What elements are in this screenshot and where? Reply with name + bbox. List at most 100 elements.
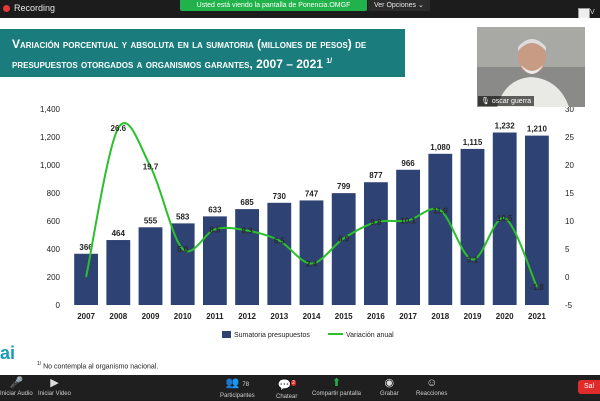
y-left-tick-label: 800 xyxy=(47,189,61,198)
x-tick-label: 2021 xyxy=(528,312,546,321)
x-tick-label: 2016 xyxy=(367,312,385,321)
line-value-label: 5.0 xyxy=(177,245,189,254)
x-tick-label: 2014 xyxy=(303,312,321,321)
chevron-down-icon: ⌄ xyxy=(417,2,424,9)
slide-title-line1: Variación porcentual y absoluta en la su… xyxy=(12,37,367,51)
participants-count: 78 xyxy=(242,382,250,388)
record-button[interactable]: ◉ Grabar xyxy=(380,376,399,398)
logo: ai xyxy=(0,343,16,363)
participants-label: Participantes xyxy=(220,393,255,399)
y-left-tick-label: 0 xyxy=(56,301,61,310)
start-video-label: Iniciar Video xyxy=(38,391,71,397)
y-right-tick-label: 0 xyxy=(565,273,570,282)
line-value-label: 8.3 xyxy=(242,227,254,236)
bar-value-label: 747 xyxy=(305,189,319,198)
bar xyxy=(428,153,453,305)
y-left-tick-label: 1,400 xyxy=(40,105,61,114)
smiley-icon: ☺ xyxy=(426,377,438,389)
y-right-tick-label: 30 xyxy=(565,105,574,114)
chat-label: Chatear xyxy=(276,393,298,400)
bar-value-label: 583 xyxy=(176,212,190,221)
bar-value-label: 1,210 xyxy=(527,125,548,134)
participant-name-tag: 🎙 oscar guerra xyxy=(478,96,535,106)
x-tick-label: 2009 xyxy=(142,312,160,321)
line-value-label: 6.5 xyxy=(274,237,286,246)
y-left-tick-label: 400 xyxy=(47,245,61,254)
bar-value-label: 966 xyxy=(401,159,415,168)
y-left-tick-label: 1,000 xyxy=(40,161,61,170)
bar-value-label: 555 xyxy=(144,216,158,225)
meeting-toolbar: 🎤 Iniciar Audio ▶ Iniciar Video 👥 78 Par… xyxy=(0,375,600,400)
bar-value-label: 366 xyxy=(79,243,93,252)
line-value-label: -1.8 xyxy=(530,283,544,292)
line-value-label: 2.4 xyxy=(306,260,318,269)
bar xyxy=(524,135,549,305)
slide-title: Variación porcentual y absoluta en la su… xyxy=(12,35,402,73)
slide-title-line2: presupuestos otorgados a organismos gara… xyxy=(12,57,323,71)
series-line-variacion-anual xyxy=(85,122,538,288)
bar-value-label: 464 xyxy=(112,229,126,238)
line-value-label: 8.5 xyxy=(209,225,221,234)
footnote-sup: 1/ xyxy=(37,361,42,367)
recording-label: Recording xyxy=(14,3,56,13)
bar xyxy=(299,200,324,305)
participant-video[interactable]: 🎙 oscar guerra xyxy=(477,27,585,107)
participants-button[interactable]: 👥 78 Participantes xyxy=(220,376,255,400)
x-tick-label: 2013 xyxy=(270,312,288,321)
x-tick-label: 2015 xyxy=(335,312,353,321)
line-value-label: 10.5 xyxy=(497,214,513,223)
bar-value-label: 685 xyxy=(240,198,254,207)
bar-value-label: 799 xyxy=(337,182,351,191)
y-left-tick-label: 1,200 xyxy=(40,133,61,142)
reactions-label: Reacciones xyxy=(416,391,448,397)
bar xyxy=(396,169,421,305)
bar xyxy=(106,240,131,305)
participant-name: oscar guerra xyxy=(491,97,532,105)
x-tick-label: 2010 xyxy=(174,312,192,321)
line-value-label: 11.9 xyxy=(433,206,449,215)
x-tick-label: 2007 xyxy=(77,312,95,321)
y-left-tick-label: 600 xyxy=(47,217,61,226)
bar xyxy=(138,227,163,305)
x-tick-label: 2019 xyxy=(464,312,482,321)
line-value-label: 9.8 xyxy=(370,218,382,227)
line-value-label: 19.7 xyxy=(143,163,159,172)
view-options-button[interactable]: Ver Opciones ⌄ xyxy=(368,0,430,11)
leave-button[interactable]: Sal xyxy=(578,380,600,394)
bar xyxy=(331,193,356,305)
y-right-tick-label: 15 xyxy=(565,189,574,198)
line-value-label: 6.9 xyxy=(338,234,350,243)
camera-icon: ▶ xyxy=(50,377,59,389)
recording-indicator[interactable]: Recording xyxy=(3,3,55,13)
footnote-text: No contempla al organismo nacional. xyxy=(41,363,159,371)
line-value-label: 10.1 xyxy=(400,216,416,225)
view-options-label: Ver Opciones xyxy=(374,2,417,9)
line-value-label: 3.1 xyxy=(467,256,479,265)
x-tick-label: 2008 xyxy=(109,312,127,321)
y-right-tick-label: -5 xyxy=(565,301,573,310)
bar-value-label: 1,115 xyxy=(463,138,483,147)
shared-slide: 0 200 400 600 800 1,000 1,200 1,400 -5 0 5 10 15 20 25… xyxy=(0,18,600,375)
bar-value-label: 1,080 xyxy=(430,143,451,152)
bar xyxy=(460,148,485,305)
record-icon: ◉ xyxy=(384,377,395,389)
bar xyxy=(235,209,260,305)
bar xyxy=(363,182,388,305)
participants-icon: 👥 78 xyxy=(225,377,250,389)
reactions-button[interactable]: ☺ Reacciones xyxy=(416,376,447,398)
start-audio-button[interactable]: 🎤 Iniciar Audio xyxy=(0,376,33,398)
start-video-button[interactable]: ▶ Iniciar Video xyxy=(38,376,71,398)
chat-button[interactable]: 💬2 Chatear xyxy=(276,376,297,401)
y-right-tick-label: 5 xyxy=(565,245,570,254)
start-audio-label: Iniciar Audio xyxy=(0,391,33,397)
bar xyxy=(170,223,195,305)
record-label: Grabar xyxy=(380,391,399,397)
share-screen-button[interactable]: ⬆ Compartir pantalla xyxy=(312,376,361,398)
legend-label-line: Variación anual xyxy=(346,332,394,339)
x-tick-label: 2011 xyxy=(206,312,224,321)
bar-value-label: 877 xyxy=(369,171,383,180)
y-right-tick-label: 20 xyxy=(565,161,574,170)
share-screen-label: Compartir pantalla xyxy=(312,391,362,397)
bar xyxy=(202,216,227,305)
slide-title-sup: 1/ xyxy=(326,58,333,65)
